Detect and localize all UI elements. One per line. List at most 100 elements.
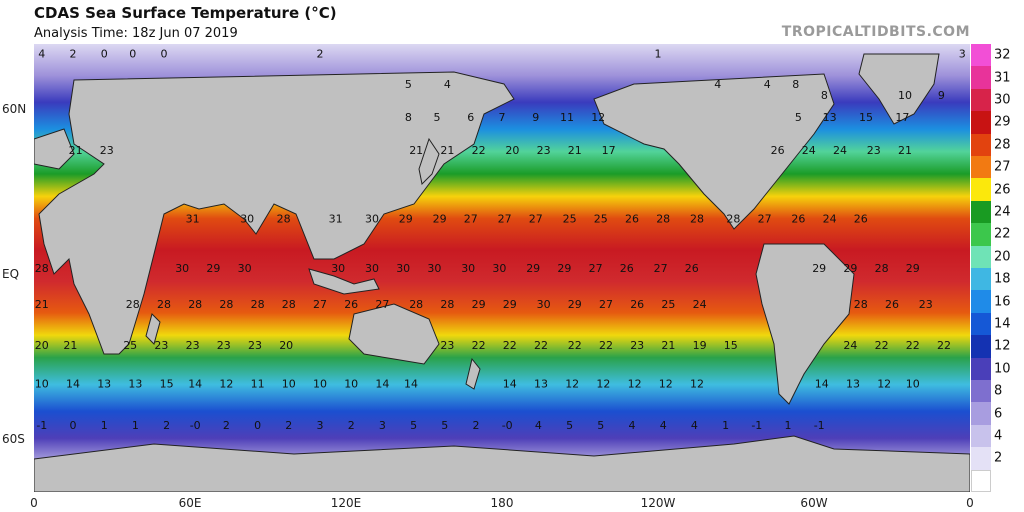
lon-label: 0 (30, 496, 38, 510)
sst-label: 1 (785, 419, 792, 432)
sst-label: 8 (405, 111, 412, 124)
sst-label: 27 (589, 262, 603, 275)
sst-label: 29 (399, 213, 413, 226)
sst-label: 26 (344, 298, 358, 311)
sst-label: 1 (722, 419, 729, 432)
sst-label: 28 (440, 298, 454, 311)
sst-label: 5 (410, 419, 417, 432)
sst-label: 26 (854, 213, 868, 226)
colorbar-label: 26 (994, 182, 1011, 198)
sst-label: 24 (843, 339, 857, 352)
sst-label: 10 (898, 89, 912, 102)
colorbar-label: 31 (994, 70, 1011, 86)
sst-label: 29 (206, 262, 220, 275)
sst-label: -0 (502, 419, 513, 432)
sst-label: 1 (101, 419, 108, 432)
sst-label: 17 (602, 144, 616, 157)
colorbar-segment (971, 335, 991, 358)
sst-label: 12 (596, 378, 610, 391)
land-masses (34, 53, 970, 492)
sst-label: -1 (36, 419, 47, 432)
sst-label: 27 (654, 262, 668, 275)
sst-label: 9 (532, 111, 539, 124)
sst-label: 26 (685, 262, 699, 275)
sst-label: 28 (409, 298, 423, 311)
sst-label: 2 (473, 419, 480, 432)
sst-label: 20 (279, 339, 293, 352)
sst-label: 3 (317, 419, 324, 432)
sst-label: 28 (35, 262, 49, 275)
sst-label: 23 (100, 144, 114, 157)
sst-label: 10 (313, 378, 327, 391)
sst-label: 22 (472, 144, 486, 157)
sst-label: 30 (492, 262, 506, 275)
sst-label: 1 (132, 419, 139, 432)
sst-label: 0 (254, 419, 261, 432)
sst-label: 19 (693, 339, 707, 352)
sst-label: 30 (238, 262, 252, 275)
landmass-greenland (858, 53, 940, 125)
colorbar-label: 30 (994, 92, 1011, 108)
sst-label: -1 (751, 419, 762, 432)
sst-label: -1 (814, 419, 825, 432)
sst-label: 20 (505, 144, 519, 157)
analysis-time: Analysis Time: 18z Jun 07 2019 (34, 26, 238, 41)
colorbar-label: 18 (994, 271, 1011, 287)
sst-label: 23 (248, 339, 262, 352)
sst-label: 30 (240, 213, 254, 226)
sst-label: 22 (568, 339, 582, 352)
colorbar-label: 2 (994, 450, 1003, 466)
sst-label: 31 (329, 213, 343, 226)
sst-label: 28 (282, 298, 296, 311)
sst-label: 28 (188, 298, 202, 311)
lon-label: 60E (178, 496, 202, 510)
colorbar-segment (971, 290, 991, 313)
sst-label: 30 (331, 262, 345, 275)
colorbar-label: 4 (994, 428, 1003, 444)
lon-label: 0 (966, 496, 974, 510)
sst-label: 25 (123, 339, 137, 352)
sst-label: 10 (906, 378, 920, 391)
sst-label: 22 (472, 339, 486, 352)
sst-label: 4 (764, 78, 771, 91)
sst-label: 4 (691, 419, 698, 432)
sst-label: 25 (594, 213, 608, 226)
sst-label: 11 (560, 111, 574, 124)
sst-label: 14 (815, 378, 829, 391)
sst-label: 21 (440, 144, 454, 157)
colorbar-segment (971, 268, 991, 291)
colorbar-segment (971, 66, 991, 89)
sst-label: 8 (821, 89, 828, 102)
colorbar-label: 27 (994, 159, 1011, 175)
colorbar-label: 16 (994, 294, 1011, 310)
sst-map: 4 2 0 0 0 2 1 3 5 4 4 4 8 8 10 9 8 5 6 7 9 11 12 5 13 15 17 21 23 21 2… (34, 44, 970, 492)
landmass-new-zealand (465, 357, 481, 390)
sst-label: 22 (534, 339, 548, 352)
colorbar-segment (971, 44, 991, 67)
site-credit: TROPICALTIDBITS.COM (781, 24, 970, 40)
sst-label: 12 (877, 378, 891, 391)
landmass-japan (418, 137, 440, 186)
colorbar-label: 20 (994, 249, 1011, 265)
landmass-north-america (593, 73, 835, 230)
sst-label: 30 (461, 262, 475, 275)
sst-label: 13 (823, 111, 837, 124)
sst-label: 23 (867, 144, 881, 157)
sst-label: 0 (101, 48, 108, 61)
sst-label: 6 (467, 111, 474, 124)
sst-label: 29 (812, 262, 826, 275)
lat-label: 60N (2, 101, 27, 116)
sst-label: 4 (444, 78, 451, 91)
landmass-south-america (755, 243, 855, 405)
colorbar-segment (971, 424, 991, 448)
lon-label: 180 (490, 496, 514, 510)
landmass-indonesia (308, 268, 380, 295)
sst-label: 12 (219, 378, 233, 391)
sst-label: 30 (537, 298, 551, 311)
sst-label: 26 (630, 298, 644, 311)
sst-label: 29 (843, 262, 857, 275)
sst-label: 26 (791, 213, 805, 226)
sst-label: 27 (599, 298, 613, 311)
sst-label: 29 (568, 298, 582, 311)
sst-label: 28 (126, 298, 140, 311)
